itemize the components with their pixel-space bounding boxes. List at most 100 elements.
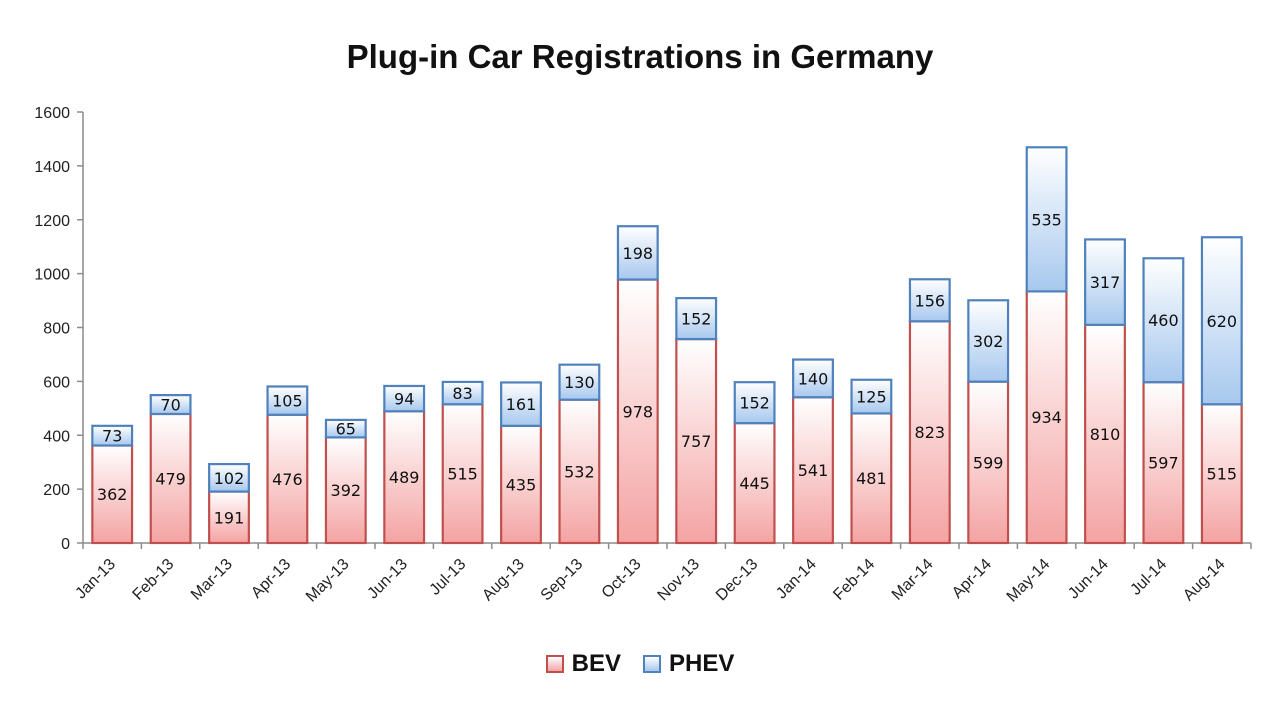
bar-phev [792,358,834,399]
bar-phev [91,424,134,447]
bar-bev [733,422,776,545]
data-label-phev: 65 [336,420,356,439]
x-tick-label: Apr-13 [248,556,294,602]
data-label-bev: 599 [973,453,1004,472]
data-label-bev: 515 [447,465,478,484]
bar-bev [908,320,951,545]
data-label-phev: 73 [102,427,122,446]
data-label-bev: 978 [623,402,654,421]
data-label-bev: 392 [331,481,362,500]
data-label-bev: 532 [564,462,595,481]
x-tick-label: Feb-13 [130,556,178,604]
x-tick-label: Aug-14 [1180,556,1229,605]
data-label-phev: 70 [160,396,180,415]
data-label-phev: 317 [1090,273,1121,292]
bar-phev [733,381,776,425]
data-label-bev: 597 [1148,454,1179,473]
data-label-bev: 934 [1031,408,1062,427]
y-tick-label: 600 [43,374,70,391]
data-label-bev: 191 [214,508,245,527]
y-tick-label: 0 [61,536,70,553]
chart-title: Plug-in Car Registrations in Germany [346,38,934,75]
x-tick-label: Jul-14 [1127,556,1170,599]
x-tick-label: May-13 [303,556,353,606]
data-label-phev: 302 [973,332,1004,351]
data-label-bev: 479 [155,469,186,488]
legend-label-phev: PHEV [669,650,735,677]
data-label-phev: 152 [681,310,712,329]
data-label-phev: 102 [214,469,245,488]
data-label-phev: 152 [739,394,770,413]
bar-phev [266,385,309,416]
x-tick-label: Jun-14 [1065,556,1112,603]
bar-phev [850,378,893,415]
x-tick-label: Oct-13 [599,556,645,602]
data-label-phev: 198 [623,244,654,263]
data-label-phev: 460 [1148,311,1179,330]
y-tick-label: 400 [43,428,70,445]
bar-phev [616,225,659,281]
bar-phev [208,462,250,493]
legend-swatch-bev [545,655,564,673]
bar-phev [1025,146,1068,293]
x-tick-label: Sep-13 [538,556,587,605]
bar-phev [500,381,542,427]
data-label-bev: 541 [798,461,829,480]
y-tick-label: 800 [43,321,70,338]
bar-phev [558,363,601,401]
bar-phev [441,380,484,406]
data-label-bev: 445 [739,474,770,493]
legend-item-phev: PHEV [643,650,734,678]
x-tick-label: Jul-13 [427,556,470,599]
y-tick-label: 1200 [34,213,70,230]
bar-bev [266,413,309,545]
x-tick-label: Nov-13 [655,556,704,605]
data-label-phev: 83 [452,384,472,403]
y-tick-label: 1400 [34,159,70,176]
x-tick-label: Dec-13 [713,556,762,605]
data-label-phev: 620 [1207,312,1238,331]
data-label-phev: 125 [856,388,887,407]
data-label-bev: 476 [272,470,303,489]
bar-phev [1142,257,1185,384]
data-label-bev: 489 [389,468,420,487]
bar-phev [149,394,192,416]
legend-item-bev: BEV [545,650,621,678]
x-tick-label: Mar-14 [889,556,937,604]
bar-phev [967,299,1010,383]
bar-bev [383,410,426,545]
data-label-phev: 130 [564,373,595,392]
bar-bev [616,278,659,545]
bar-bev [1142,381,1185,545]
data-label-bev: 435 [506,475,537,494]
x-tick-label: May-14 [1004,556,1054,606]
bar-phev [1084,238,1126,326]
data-label-phev: 535 [1031,210,1062,229]
bar-bev [324,436,367,545]
x-tick-label: Jan-13 [72,556,119,603]
bar-bev [441,403,484,545]
data-label-phev: 156 [915,291,946,310]
bar-bev [1025,290,1068,545]
data-label-phev: 140 [798,369,829,388]
x-tick-label: Apr-14 [949,556,995,602]
data-label-bev: 481 [856,469,887,488]
y-tick-label: 1000 [34,267,70,284]
data-label-phev: 161 [506,395,537,414]
x-tick-label: Feb-14 [830,556,878,604]
legend-label-bev: BEV [571,650,621,677]
data-label-bev: 515 [1207,465,1238,484]
bar-phev [675,297,718,341]
bar-phev [908,278,951,323]
x-tick-label: Aug-13 [479,556,528,605]
data-label-phev: 94 [394,390,414,409]
bar-bev [967,380,1010,545]
data-label-phev: 105 [272,392,303,411]
data-label-bev: 362 [97,485,128,504]
bar-bev [675,337,718,545]
y-tick-label: 200 [43,482,70,499]
bar-bev [1200,403,1243,545]
bar-phev [383,384,426,413]
